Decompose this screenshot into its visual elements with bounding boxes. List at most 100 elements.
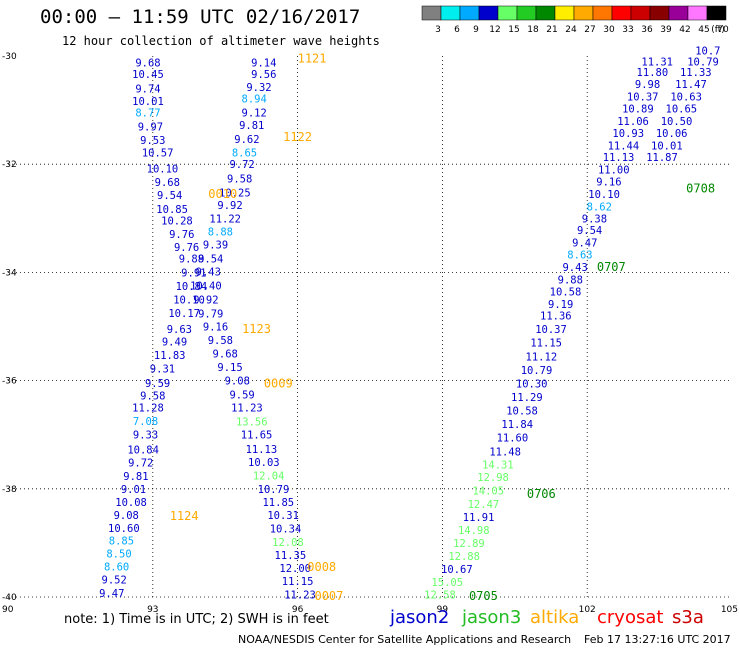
wave-height-value: 10.10 [588, 189, 620, 201]
legend-label: 18 [527, 25, 539, 35]
wave-height-value: 10.25 [219, 187, 251, 199]
wave-height-value: 9.32 [246, 82, 271, 94]
wave-height-value: 10.34 [270, 523, 302, 535]
legend-label: 39 [660, 25, 672, 35]
wave-height-value: 9.79 [198, 309, 223, 321]
time-label: 1121 [298, 52, 327, 66]
x-tick-label: 90 [2, 605, 14, 615]
legend-swatch [592, 5, 613, 21]
wave-height-value: 10.37 [627, 92, 659, 104]
legend-swatch [440, 5, 461, 21]
wave-height-value: 14.31 [482, 459, 514, 471]
legend-label: 42 [679, 25, 690, 35]
wave-height-value: 12.88 [448, 551, 480, 563]
wave-height-value: 10.93 [612, 128, 644, 140]
wave-height-value: 9.39 [203, 239, 228, 251]
wave-height-value: 10.84 [127, 444, 159, 456]
wave-height-value: 12.04 [253, 470, 285, 482]
wave-height-value: 12.47 [468, 499, 500, 511]
wave-height-value: 11.91 [463, 512, 495, 524]
wave-height-value: 9.81 [123, 471, 148, 483]
wave-height-value: 9.98 [635, 79, 660, 91]
legend-label: 9 [473, 25, 479, 35]
wave-height-value: 9.43 [562, 262, 587, 274]
time-label: 0010 [208, 187, 237, 201]
wave-height-value: 9.16 [203, 322, 228, 334]
wave-height-value: 12.08 [272, 537, 304, 549]
wave-height-value: 10.40 [190, 280, 222, 292]
wave-height-value: 14.05 [472, 485, 504, 497]
wave-height-value: 11.23 [231, 403, 263, 415]
satellite-s3a: s3a [672, 607, 704, 628]
wave-height-value: 8.77 [135, 107, 160, 119]
wave-height-value: 11.60 [497, 432, 529, 444]
wave-height-value: 9.97 [138, 121, 163, 133]
time-label: 0706 [527, 487, 556, 501]
wave-height-value: 14.98 [458, 525, 490, 537]
time-label: 0708 [686, 182, 715, 196]
wave-height-value: 10.06 [656, 128, 688, 140]
legend-label: 33 [622, 25, 633, 35]
wave-height-value: 11.13 [246, 444, 278, 456]
wave-height-value: 12.00 [279, 563, 311, 575]
legend-label: 45 [698, 25, 709, 35]
wave-height-value: 9.52 [102, 575, 127, 587]
legend-swatch [668, 5, 689, 21]
wave-height-value: 10.58 [550, 286, 582, 298]
time-label: 1123 [242, 322, 271, 336]
wave-height-value: 10.10 [147, 164, 179, 176]
wave-height-value: 9.56 [251, 69, 276, 81]
legend-swatch [478, 5, 499, 21]
wave-height-value: 12.89 [453, 538, 485, 550]
wave-height-value: 10.17 [168, 308, 200, 320]
wave-height-value: 9.49 [162, 337, 187, 349]
wave-height-value: 11.84 [501, 419, 533, 431]
time-label: 0009 [264, 376, 293, 390]
wave-height-value: 8.62 [587, 201, 612, 213]
wave-height-value: 8.60 [104, 562, 129, 574]
wave-height-value: 8.94 [242, 94, 267, 106]
legend-swatch [497, 5, 518, 21]
legend-label: 3 [435, 25, 441, 35]
wave-height-value: 10.58 [506, 405, 538, 417]
wave-height-value: 9.92 [193, 294, 218, 306]
wave-height-value: 11.35 [275, 550, 307, 562]
wave-height-value: 11.12 [526, 351, 558, 363]
wave-height-value: 9.54 [198, 253, 223, 265]
credit-line: NOAA/NESDIS Center for Satellite Applica… [238, 633, 572, 646]
legend-label: 27 [584, 25, 595, 35]
y-tick-label: -34 [2, 268, 17, 278]
legend-swatch [687, 5, 708, 21]
y-tick-label: -36 [2, 377, 17, 387]
legend-unit: (ft) [711, 25, 725, 35]
wave-height-value: 9.38 [582, 213, 607, 225]
wave-height-value: 11.87 [646, 152, 678, 164]
wave-height-value: 11.22 [209, 213, 241, 225]
wave-height-value: 10.03 [248, 457, 280, 469]
grid [8, 56, 732, 598]
wave-height-value: 9.54 [157, 190, 182, 202]
legend-label: 15 [508, 25, 519, 35]
x-tick-label: 102 [579, 605, 596, 615]
legend-swatch [611, 5, 632, 21]
legend-swatch [516, 5, 537, 21]
legend-label: 6 [454, 25, 460, 35]
chart-title: 00:00 – 11:59 UTC 02/16/2017 [40, 6, 361, 28]
time-label: 0705 [469, 589, 498, 603]
legend-label: 70 [717, 25, 729, 35]
wave-height-value: 9.14 [251, 57, 276, 69]
legend-label: 24 [565, 25, 577, 35]
footer-note: note: 1) Time is in UTC; 2) SWH is in fe… [64, 612, 329, 627]
wave-height-value: 9.92 [217, 200, 242, 212]
time-label: 1124 [170, 509, 199, 523]
wave-height-value: 11.65 [241, 430, 273, 442]
wave-height-value: 10.65 [666, 103, 698, 115]
y-tick-label: -32 [2, 160, 17, 170]
wave-height-value: 11.15 [530, 338, 562, 350]
wave-height-value: 11.83 [154, 350, 186, 362]
satellite-jason3: jason3 [462, 607, 522, 628]
legend-swatch [630, 5, 651, 21]
x-tick-label: 96 [292, 605, 304, 615]
satellite-cryosat: cryosat [597, 607, 664, 628]
